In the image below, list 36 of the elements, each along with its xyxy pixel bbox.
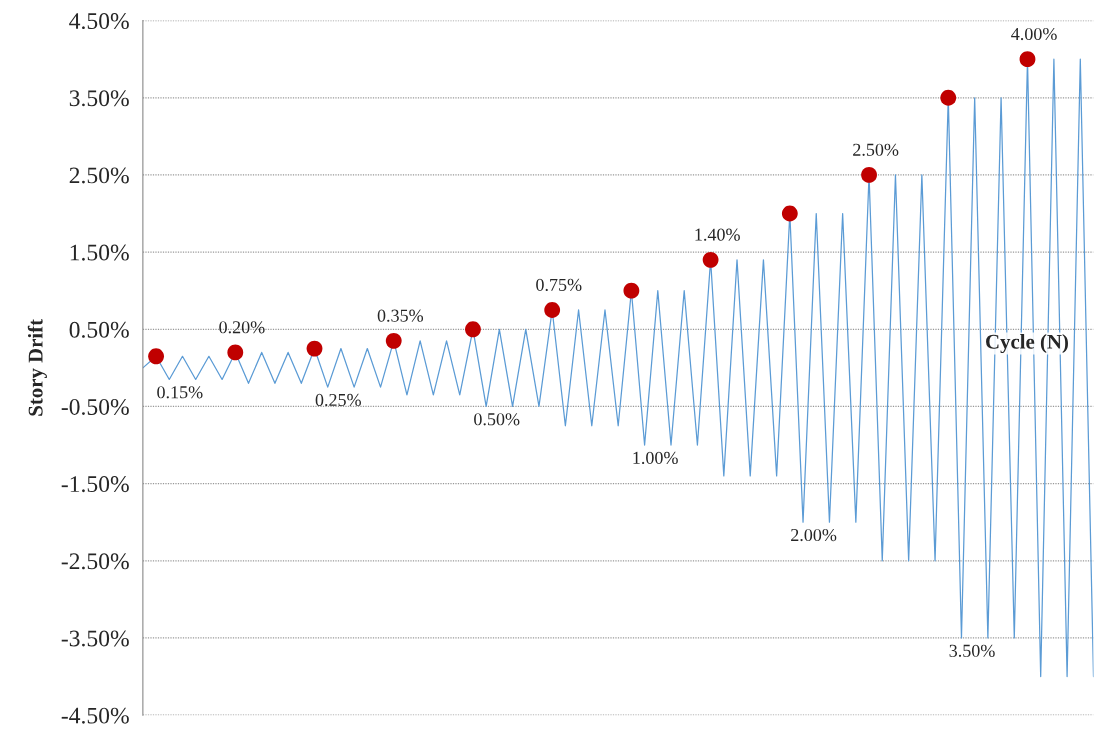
data-label: 0.35% xyxy=(377,309,424,322)
y-tick-label: 3.50% xyxy=(69,90,129,107)
y-tick-label: 4.50% xyxy=(69,13,129,30)
point xyxy=(861,167,877,183)
data-label: 4.00% xyxy=(1011,27,1057,41)
annotation: 3.50% xyxy=(949,644,995,657)
point xyxy=(148,348,164,365)
annotation: 0.15% xyxy=(157,386,203,399)
annotation: 0.25% xyxy=(315,393,361,407)
point xyxy=(385,332,402,349)
point xyxy=(623,282,640,299)
annotation: 0.50% xyxy=(474,413,520,426)
y-tick-label: -1.50% xyxy=(61,476,129,493)
y-tick-label: -3.50% xyxy=(61,630,129,647)
y-axis-title: Story Drift xyxy=(27,319,47,416)
data-label: 0.75% xyxy=(536,278,582,291)
point xyxy=(1019,51,1036,68)
annotation: 2.00% xyxy=(791,528,837,542)
data-label: 1.40% xyxy=(695,228,740,241)
y-tick-label: -2.50% xyxy=(61,553,129,570)
data-label: 2.50% xyxy=(853,143,899,156)
annotation: 1.00% xyxy=(633,451,678,464)
y-tick-label: 2.50% xyxy=(69,167,129,184)
y-tick-label: -0.50% xyxy=(61,398,129,415)
y-tick-label: 0.50% xyxy=(69,321,129,338)
point xyxy=(465,321,481,338)
annotation: Cycle (N) xyxy=(986,334,1068,354)
y-tick-label: -4.50% xyxy=(61,707,129,724)
point xyxy=(702,251,719,268)
data-label: 0.20% xyxy=(219,321,265,334)
point xyxy=(227,344,244,361)
point xyxy=(940,89,957,106)
point xyxy=(544,302,561,318)
y-tick-label: 1.50% xyxy=(70,244,129,261)
point xyxy=(306,340,323,357)
point xyxy=(781,205,798,222)
